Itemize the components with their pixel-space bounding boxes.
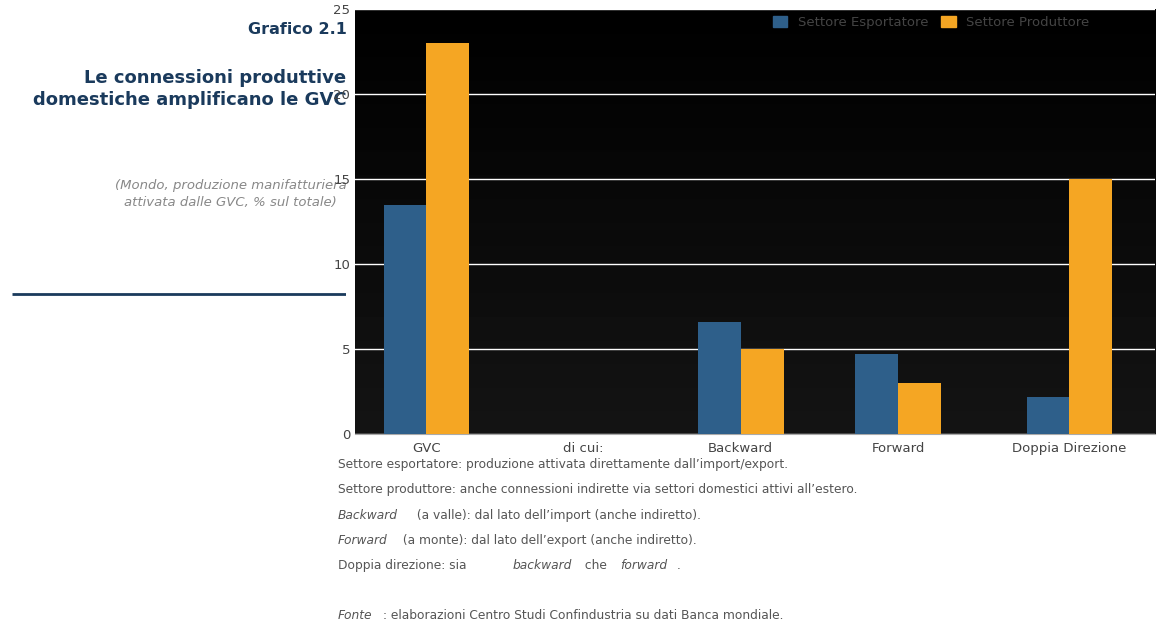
Bar (383, 205, 426, 434)
Text: Forward: Forward (338, 533, 388, 547)
Text: .: . (677, 559, 682, 572)
Text: (Mondo, produzione manifatturiera
attivata dalle GVC, % sul totale): (Mondo, produzione manifatturiera attiva… (115, 179, 346, 209)
Bar (897, 383, 940, 434)
Text: forward: forward (620, 559, 668, 572)
Text: Le connessioni produttive
domestiche amplificano le GVC: Le connessioni produttive domestiche amp… (33, 69, 346, 109)
Text: Doppia direzione: sia: Doppia direzione: sia (338, 559, 470, 572)
Bar (426, 43, 469, 434)
Text: (a valle): dal lato dell’import (anche indiretto).: (a valle): dal lato dell’import (anche i… (413, 508, 701, 521)
Bar (856, 354, 897, 434)
Text: Grafico 2.1: Grafico 2.1 (247, 22, 346, 37)
Text: Backward: Backward (338, 508, 397, 521)
Text: : elaborazioni Centro Studi Confindustria su dati Banca mondiale.: : elaborazioni Centro Studi Confindustri… (383, 609, 784, 622)
Text: Settore produttore: anche connessioni indirette via settori domestici attivi all: Settore produttore: anche connessioni in… (338, 484, 857, 496)
Legend: Settore Esportatore, Settore Produttore: Settore Esportatore, Settore Produttore (772, 16, 1090, 29)
Text: (a monte): dal lato dell’export (anche indiretto).: (a monte): dal lato dell’export (anche i… (399, 533, 697, 547)
Bar (1026, 397, 1069, 434)
Bar (1069, 179, 1112, 434)
Text: Fonte: Fonte (338, 609, 372, 622)
Text: che: che (582, 559, 611, 572)
Text: Settore esportatore: produzione attivata direttamente dall’import/export.: Settore esportatore: produzione attivata… (338, 459, 787, 471)
Bar (741, 349, 784, 434)
Text: backward: backward (512, 559, 572, 572)
Bar (698, 322, 741, 434)
